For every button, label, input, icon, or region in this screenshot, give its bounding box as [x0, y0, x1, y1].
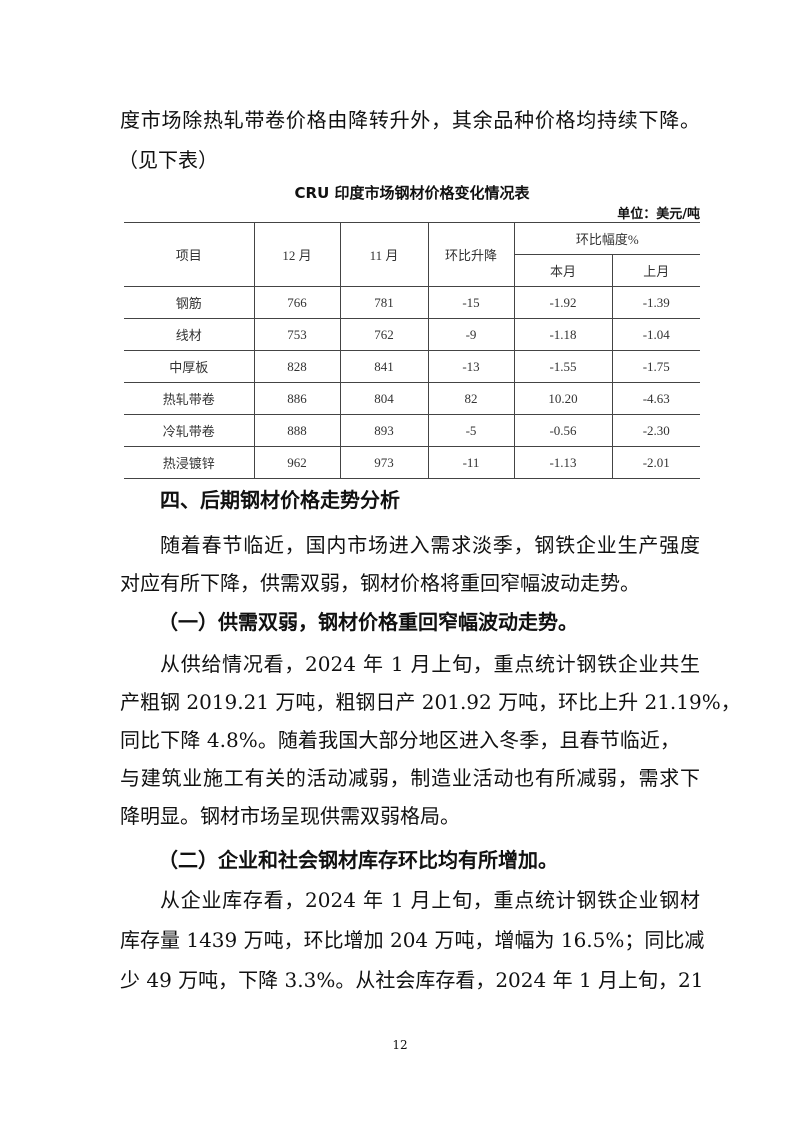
cell-this-month: -0.56 — [513, 414, 613, 447]
page-number: 12 — [392, 1038, 408, 1052]
intro-line: （见下表） — [118, 148, 218, 172]
cell-nov: 893 — [339, 414, 429, 447]
paragraph-line: 从供给情况看，2024 年 1 月上旬，重点统计钢铁企业共生 — [160, 652, 700, 676]
table-row: 热浸镀锌 962 973 -11 -1.13 -2.01 — [124, 446, 700, 479]
cell-change: -5 — [427, 414, 515, 447]
cell-change: 82 — [427, 382, 515, 415]
header-pct: 环比幅度% — [513, 222, 700, 255]
paragraph-line: 对应有所下降，供需双弱，钢材价格将重回窄幅波动走势。 — [120, 571, 640, 595]
cell-nov: 804 — [339, 382, 429, 415]
paragraph-line: 从企业库存看，2024 年 1 月上旬，重点统计钢铁企业钢材 — [160, 888, 700, 912]
intro-line: 度市场除热轧带卷价格由降转升外，其余品种价格均持续下降。 — [120, 108, 700, 132]
paragraph-line: 产粗钢 2019.21 万吨，粗钢日产 201.92 万吨，环比上升 21.19… — [120, 690, 741, 714]
header-this-month: 本月 — [514, 254, 613, 287]
cell-dec: 753 — [253, 318, 341, 351]
cell-last-month: -2.01 — [611, 446, 700, 479]
cell-change: -9 — [427, 318, 515, 351]
price-table: 项目 12 月 11 月 环比升降 环比幅度% 本月 上月 钢筋 766 781 -1… — [124, 222, 700, 479]
table-row: 钢筋 766 781 -15 -1.92 -1.39 — [124, 286, 700, 319]
table-subheader-row: 本月 上月 — [124, 254, 700, 287]
cell-dec: 962 — [253, 446, 341, 479]
table-row: 中厚板 828 841 -13 -1.55 -1.75 — [124, 350, 700, 383]
table-row: 线材 753 762 -9 -1.18 -1.04 — [124, 318, 700, 351]
cell-item: 热浸镀锌 — [124, 446, 255, 479]
cell-this-month: -1.13 — [513, 446, 613, 479]
header-item: 项目 — [124, 222, 255, 287]
cell-change: -15 — [427, 286, 515, 319]
cell-last-month: -1.39 — [611, 286, 700, 319]
cell-item: 热轧带卷 — [124, 382, 255, 415]
header-last-month: 上月 — [611, 254, 700, 287]
cell-last-month: -1.04 — [611, 318, 700, 351]
paragraph-line: 降明显。钢材市场呈现供需双弱格局。 — [120, 804, 460, 828]
cell-nov: 841 — [339, 350, 429, 383]
cell-nov: 762 — [339, 318, 429, 351]
cell-item: 钢筋 — [124, 286, 255, 319]
paragraph-line: 同比下降 4.8%。随着我国大部分地区进入冬季，且春节临近， — [120, 728, 680, 752]
cell-this-month: -1.18 — [513, 318, 613, 351]
table-header-row: 项目 12 月 11 月 环比升降 环比幅度% — [124, 222, 700, 287]
cell-this-month: -1.92 — [513, 286, 613, 319]
cell-this-month: 10.20 — [513, 382, 613, 415]
header-change: 环比升降 — [427, 222, 515, 287]
subheading: （一）供需双弱，钢材价格重回窄幅波动走势。 — [158, 610, 578, 634]
cell-change: -13 — [427, 350, 515, 383]
paragraph-line: 随着春节临近，国内市场进入需求淡季，钢铁企业生产强度 — [160, 533, 700, 557]
paragraph-line: 少 49 万吨，下降 3.3%。从社会库存看，2024 年 1 月上旬，21 — [120, 968, 704, 992]
subheading: （二）企业和社会钢材库存环比均有所增加。 — [158, 848, 558, 872]
paragraph-line: 库存量 1439 万吨，环比增加 204 万吨，增幅为 16.5%；同比减 — [120, 928, 705, 952]
cell-last-month: -4.63 — [611, 382, 700, 415]
cell-this-month: -1.55 — [513, 350, 613, 383]
cell-dec: 888 — [253, 414, 341, 447]
table-title: CRU 印度市场钢材价格变化情况表 — [294, 184, 530, 202]
cell-nov: 973 — [339, 446, 429, 479]
cell-dec: 828 — [253, 350, 341, 383]
cell-dec: 886 — [253, 382, 341, 415]
header-nov: 11 月 — [339, 222, 429, 287]
cell-last-month: -2.30 — [611, 414, 700, 447]
cell-dec: 766 — [253, 286, 341, 319]
cell-item: 线材 — [124, 318, 255, 351]
cell-nov: 781 — [339, 286, 429, 319]
table-unit: 单位：美元/吨 — [617, 207, 700, 222]
paragraph-line: 与建筑业施工有关的活动减弱，制造业活动也有所减弱，需求下 — [120, 766, 700, 790]
header-dec: 12 月 — [253, 222, 341, 287]
cell-item: 中厚板 — [124, 350, 255, 383]
section-heading: 四、后期钢材价格走势分析 — [160, 488, 400, 512]
table-row: 冷轧带卷 888 893 -5 -0.56 -2.30 — [124, 414, 700, 447]
cell-last-month: -1.75 — [611, 350, 700, 383]
cell-item: 冷轧带卷 — [124, 414, 255, 447]
table-row: 热轧带卷 886 804 82 10.20 -4.63 — [124, 382, 700, 415]
cell-change: -11 — [427, 446, 515, 479]
